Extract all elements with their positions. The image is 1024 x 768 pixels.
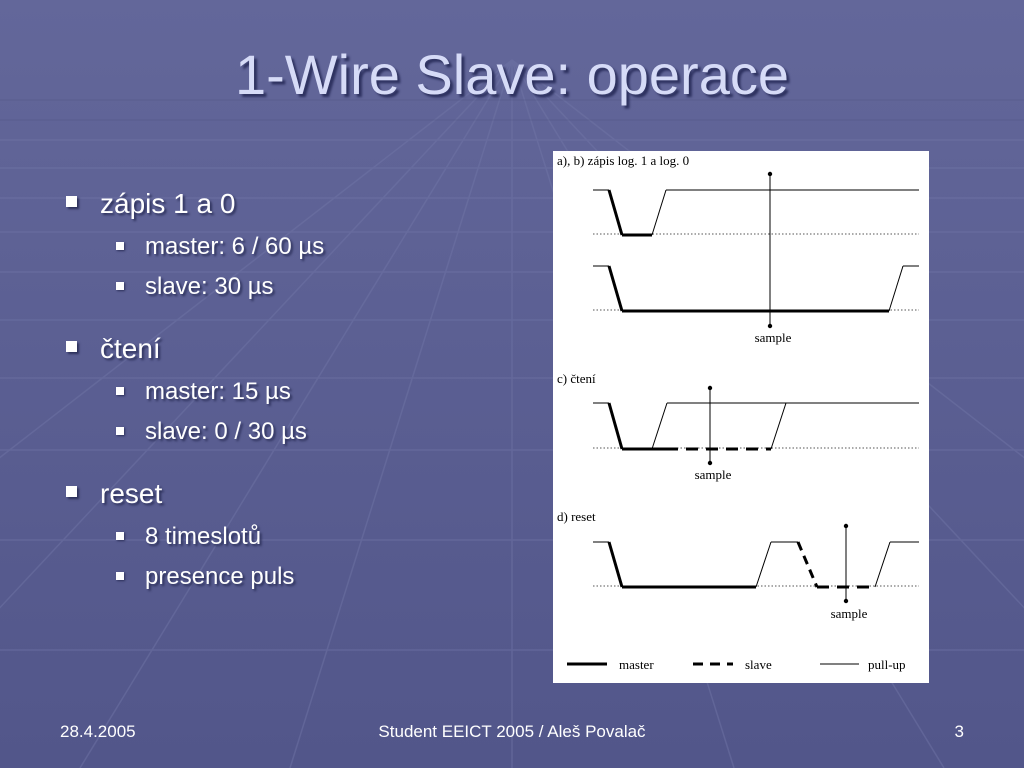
sub-bullet-item: slave: 30 µs bbox=[62, 272, 542, 302]
slide-title: 1-Wire Slave: operace bbox=[234, 43, 789, 106]
sub-bullet-text: 8 timeslotů bbox=[145, 523, 262, 550]
sub-bullet-item: slave: 0 / 30 µs bbox=[62, 417, 542, 447]
sample-marker bbox=[843, 523, 849, 604]
sub-bullet-item: master: 15 µs bbox=[62, 377, 542, 407]
bullet-group-reset: reset 8 timeslotů presence puls bbox=[62, 476, 542, 592]
bullet-item: čtení bbox=[62, 331, 542, 367]
sub-bullet-item: presence puls bbox=[62, 562, 542, 592]
bullet-text: čtení bbox=[100, 333, 161, 364]
reset-waveform bbox=[593, 541, 919, 589]
square-bullet-icon bbox=[66, 486, 77, 497]
sub-bullet-item: master: 6 / 60 µs bbox=[62, 232, 542, 262]
section-label-reset: d) reset bbox=[557, 509, 596, 524]
legend-master-label: master bbox=[619, 657, 654, 672]
bullet-item: reset bbox=[62, 476, 542, 512]
write-1-waveform bbox=[593, 189, 919, 237]
sub-bullet-item: 8 timeslotů bbox=[62, 522, 542, 552]
square-bullet-icon bbox=[116, 282, 124, 290]
bullet-item: zápis 1 a 0 bbox=[62, 186, 542, 222]
footer-page-number: 3 bbox=[954, 722, 964, 741]
sub-bullet-text: presence puls bbox=[145, 563, 295, 590]
footer-center: Student EEICT 2005 / Aleš Povalač bbox=[378, 722, 646, 741]
legend-slave-label: slave bbox=[745, 657, 772, 672]
write-0-waveform bbox=[593, 265, 919, 313]
square-bullet-icon bbox=[116, 532, 124, 540]
section-label-write: a), b) zápis log. 1 a log. 0 bbox=[557, 153, 689, 168]
section-label-read: c) čtení bbox=[557, 371, 596, 386]
sample-marker bbox=[707, 385, 713, 466]
bullet-text: reset bbox=[100, 478, 163, 509]
sample-label: sample bbox=[695, 467, 732, 482]
sub-bullet-text: slave: 30 µs bbox=[145, 273, 274, 300]
footer-date: 28.4.2005 bbox=[60, 722, 136, 741]
square-bullet-icon bbox=[66, 196, 77, 207]
square-bullet-icon bbox=[116, 427, 124, 435]
sub-bullet-text: master: 15 µs bbox=[145, 378, 291, 405]
bullet-text: zápis 1 a 0 bbox=[100, 188, 236, 219]
bullet-group-cteni: čtení master: 15 µs slave: 0 / 30 µs bbox=[62, 331, 542, 447]
sub-bullet-text: master: 6 / 60 µs bbox=[145, 233, 325, 260]
sample-marker bbox=[767, 171, 773, 329]
square-bullet-icon bbox=[116, 387, 124, 395]
square-bullet-icon bbox=[66, 341, 77, 352]
sub-bullet-text: slave: 0 / 30 µs bbox=[145, 418, 307, 445]
legend-pullup-label: pull-up bbox=[868, 657, 906, 672]
square-bullet-icon bbox=[116, 242, 124, 250]
timing-diagram: a), b) zápis log. 1 a log. 0 sample c) č… bbox=[553, 151, 929, 683]
diagram-legend: master slave pull-up bbox=[567, 657, 906, 672]
bullet-list: zápis 1 a 0 master: 6 / 60 µs slave: 30 … bbox=[62, 186, 542, 621]
square-bullet-icon bbox=[116, 572, 124, 580]
sample-label: sample bbox=[831, 606, 868, 621]
sample-label: sample bbox=[755, 330, 792, 345]
read-waveform bbox=[593, 402, 919, 451]
bullet-group-zapis: zápis 1 a 0 master: 6 / 60 µs slave: 30 … bbox=[62, 186, 542, 302]
